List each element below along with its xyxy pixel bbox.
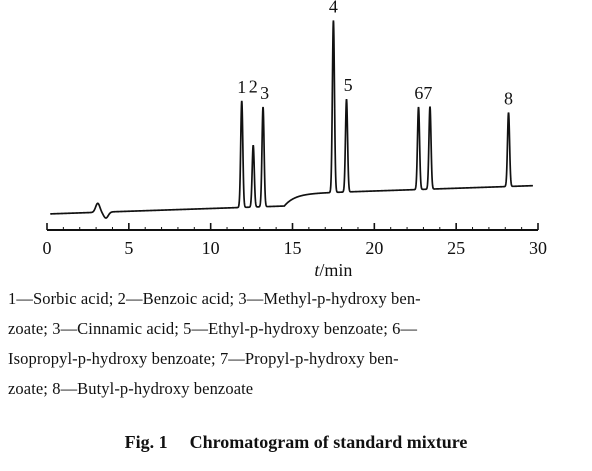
figure-number: Fig. 1 [124,432,168,452]
x-tick-label: 25 [447,238,465,258]
x-axis-label: t/min [314,260,352,280]
peak-label: 67 [414,83,432,103]
peak-label: 2 [249,76,258,96]
peak-label: 5 [344,75,353,95]
peak-label: 1 [237,77,246,97]
x-tick-label: 0 [43,238,52,258]
caption-line: zoate; 3—Cinnamic acid; 5—Ethyl-p-hydrox… [8,319,418,338]
caption-line: zoate; 8—Butyl-p-hydroxy benzoate [8,379,254,398]
chromatogram-chart: 0 5 10 15 20 25 30 1 2 3 4 5 67 8 t/min [43,0,548,280]
x-tick-label: 20 [365,238,383,258]
x-axis-label-variable: t [314,260,320,280]
x-axis-label-unit: /min [319,260,352,280]
figure-legend-caption: 1—Sorbic acid; 2—Benzoic acid; 3—Methyl-… [8,284,588,404]
x-tick-label: 15 [284,238,302,258]
caption-line: 1—Sorbic acid; 2—Benzoic acid; 3—Methyl-… [8,289,421,308]
chromatogram-series-line [50,20,533,219]
peak-label: 8 [504,89,513,109]
peak-label: 4 [329,0,338,16]
peak-label: 3 [260,83,269,103]
x-tick-label: 5 [124,238,133,258]
x-tick-label: 30 [529,238,547,258]
chromatogram-trace-group [50,20,533,219]
figure-title: Fig. 1 Chromatogram of standard mixture [0,432,592,453]
x-tick-label: 10 [202,238,220,258]
caption-line: Isopropyl-p-hydroxy benzoate; 7—Propyl-p… [8,349,399,368]
figure-title-text: Chromatogram of standard mixture [189,432,468,452]
peak-labels-group: 1 2 3 4 5 67 8 [237,0,513,109]
x-ticks-group: 0 5 10 15 20 25 30 [43,223,547,258]
